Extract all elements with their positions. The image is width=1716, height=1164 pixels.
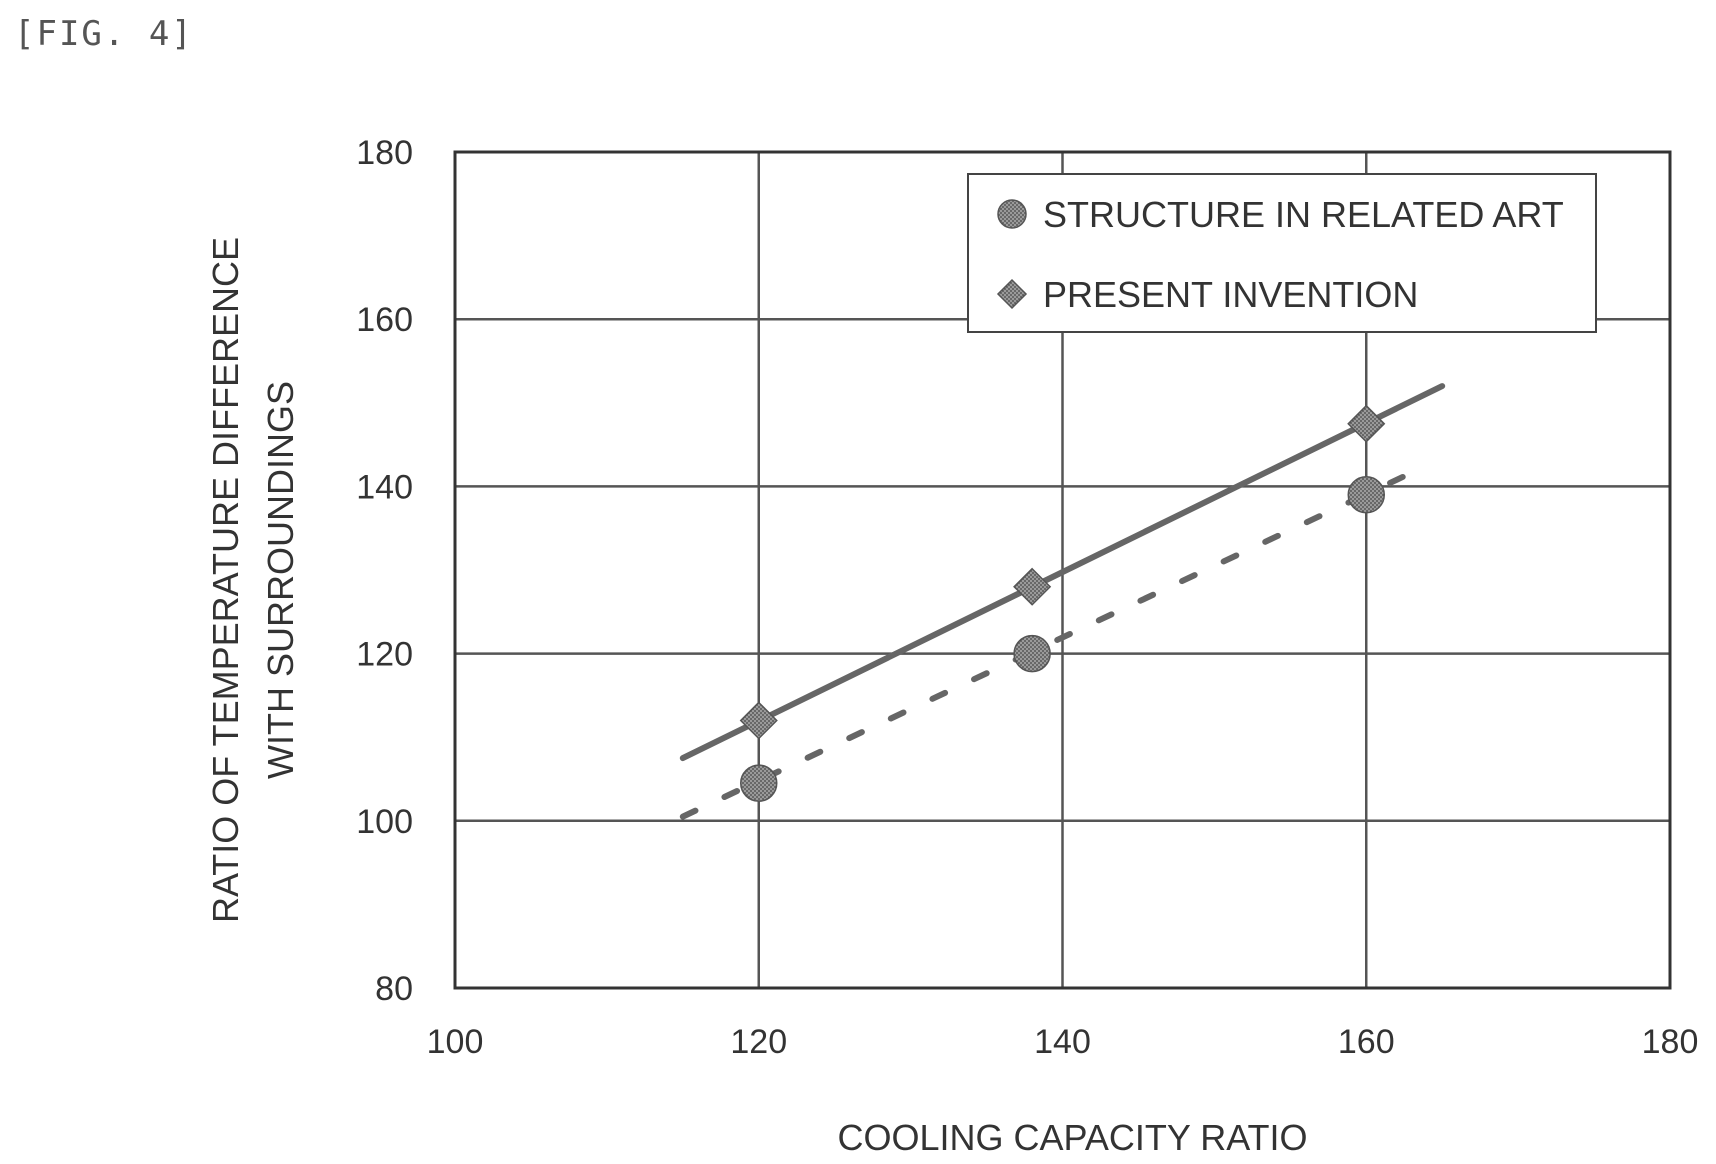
legend-label-1: PRESENT INVENTION [1043,274,1418,315]
y-axis-label-line-2: WITH SURROUNDINGS [260,381,301,779]
x-tick-label-180: 180 [1642,1023,1699,1061]
tick-labels: 100 120 140 160 180 80 100 120 140 160 180 [356,134,1698,1061]
y-axis-label-line-1: RATIO OF TEMPERATURE DIFFERENCE [205,237,246,923]
marker-series-1-point-2 [1347,404,1386,443]
marker-series-0-point-2 [1347,476,1385,514]
x-axis-label: COOLING CAPACITY RATIO [837,1117,1307,1158]
marker-series-1-point-1 [1013,567,1052,606]
y-axis-label: RATIO OF TEMPERATURE DIFFERENCE WITH SUR… [205,237,301,923]
legend-marker-0 [997,199,1027,229]
trendline-series-0 [679,462,1430,820]
y-tick-label-140: 140 [356,468,413,506]
legend-label-0: STRUCTURE IN RELATED ART [1043,194,1564,235]
data-markers [739,404,1386,802]
y-tick-label-160: 160 [356,301,413,339]
legend: STRUCTURE IN RELATED ART PRESENT INVENTIO… [967,173,1597,333]
x-tick-label-120: 120 [730,1023,787,1061]
x-tick-label-160: 160 [1338,1023,1395,1061]
y-tick-label-80: 80 [375,970,413,1008]
x-tick-label-100: 100 [427,1023,484,1061]
trendline-series-1 [679,383,1446,762]
legend-marker-1 [996,278,1028,310]
plot-area [453,150,1672,990]
trendlines [679,383,1446,820]
marker-series-1-point-0 [739,701,778,740]
y-tick-label-120: 120 [356,636,413,674]
y-tick-label-100: 100 [356,803,413,841]
figure-label: [FIG. 4] [14,14,194,54]
y-tick-label-180: 180 [356,134,413,172]
marker-series-0-point-1 [1013,634,1051,673]
marker-series-0-point-0 [740,764,778,802]
legend-box [967,173,1597,333]
x-tick-label-140: 140 [1034,1023,1091,1061]
